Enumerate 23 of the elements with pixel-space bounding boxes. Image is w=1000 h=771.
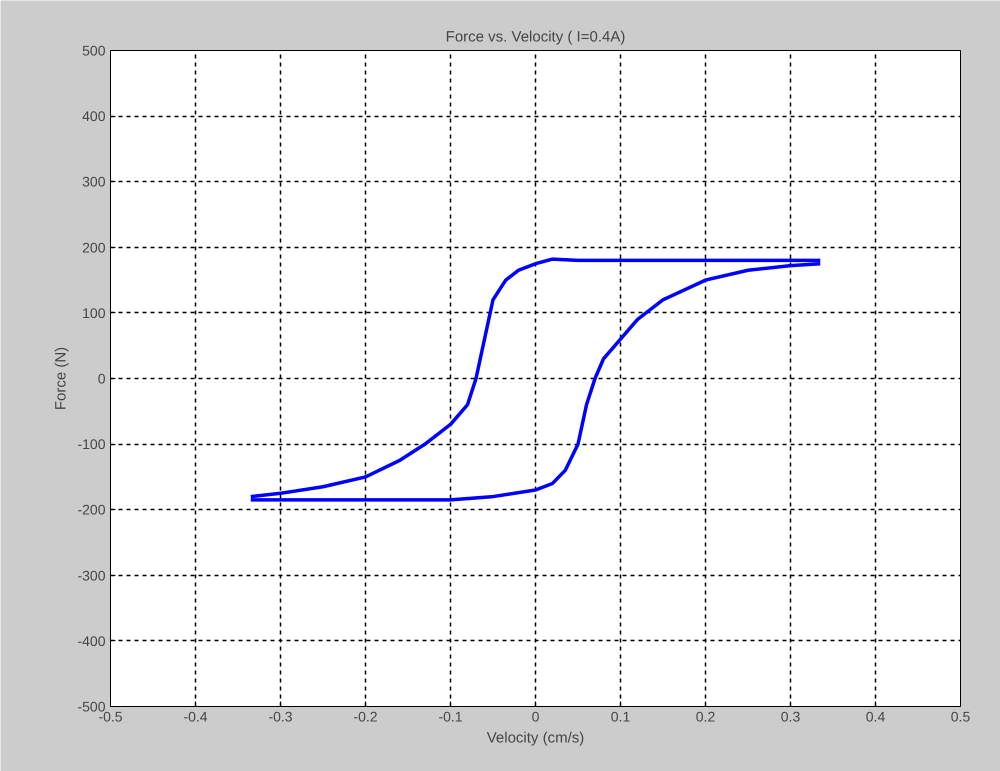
y-tick-label: 500 <box>82 42 106 58</box>
y-tick-label: 0 <box>98 370 106 386</box>
x-axis-title: Velocity (cm/s) <box>486 730 584 746</box>
y-tick-label: -200 <box>77 502 106 518</box>
chart-title: Force vs. Velocity ( I=0.4A) <box>446 28 626 46</box>
x-tick-label: -0.1 <box>438 708 463 724</box>
x-tick-label: 0 <box>532 708 540 724</box>
y-tick-label: 400 <box>82 108 106 124</box>
x-tick-label: 0.4 <box>866 708 886 724</box>
x-tick-label: -0.4 <box>183 708 208 724</box>
y-tick-label: -100 <box>77 436 106 452</box>
y-tick-label: 300 <box>82 174 106 190</box>
y-axis-title: Force (N) <box>52 346 70 410</box>
y-tick-label: -300 <box>77 567 106 584</box>
x-tick-label: 0.3 <box>780 708 800 724</box>
x-tick-label: 0.2 <box>696 708 716 724</box>
x-tick-label: -0.2 <box>353 708 378 724</box>
x-tick-label: -0.3 <box>268 708 293 724</box>
y-tick-label: -400 <box>77 632 106 649</box>
x-tick-label: 0.1 <box>610 708 630 724</box>
y-tick-label: 200 <box>82 239 106 256</box>
y-tick-label: 100 <box>82 304 106 321</box>
x-tick-label: 0.5 <box>950 708 970 724</box>
